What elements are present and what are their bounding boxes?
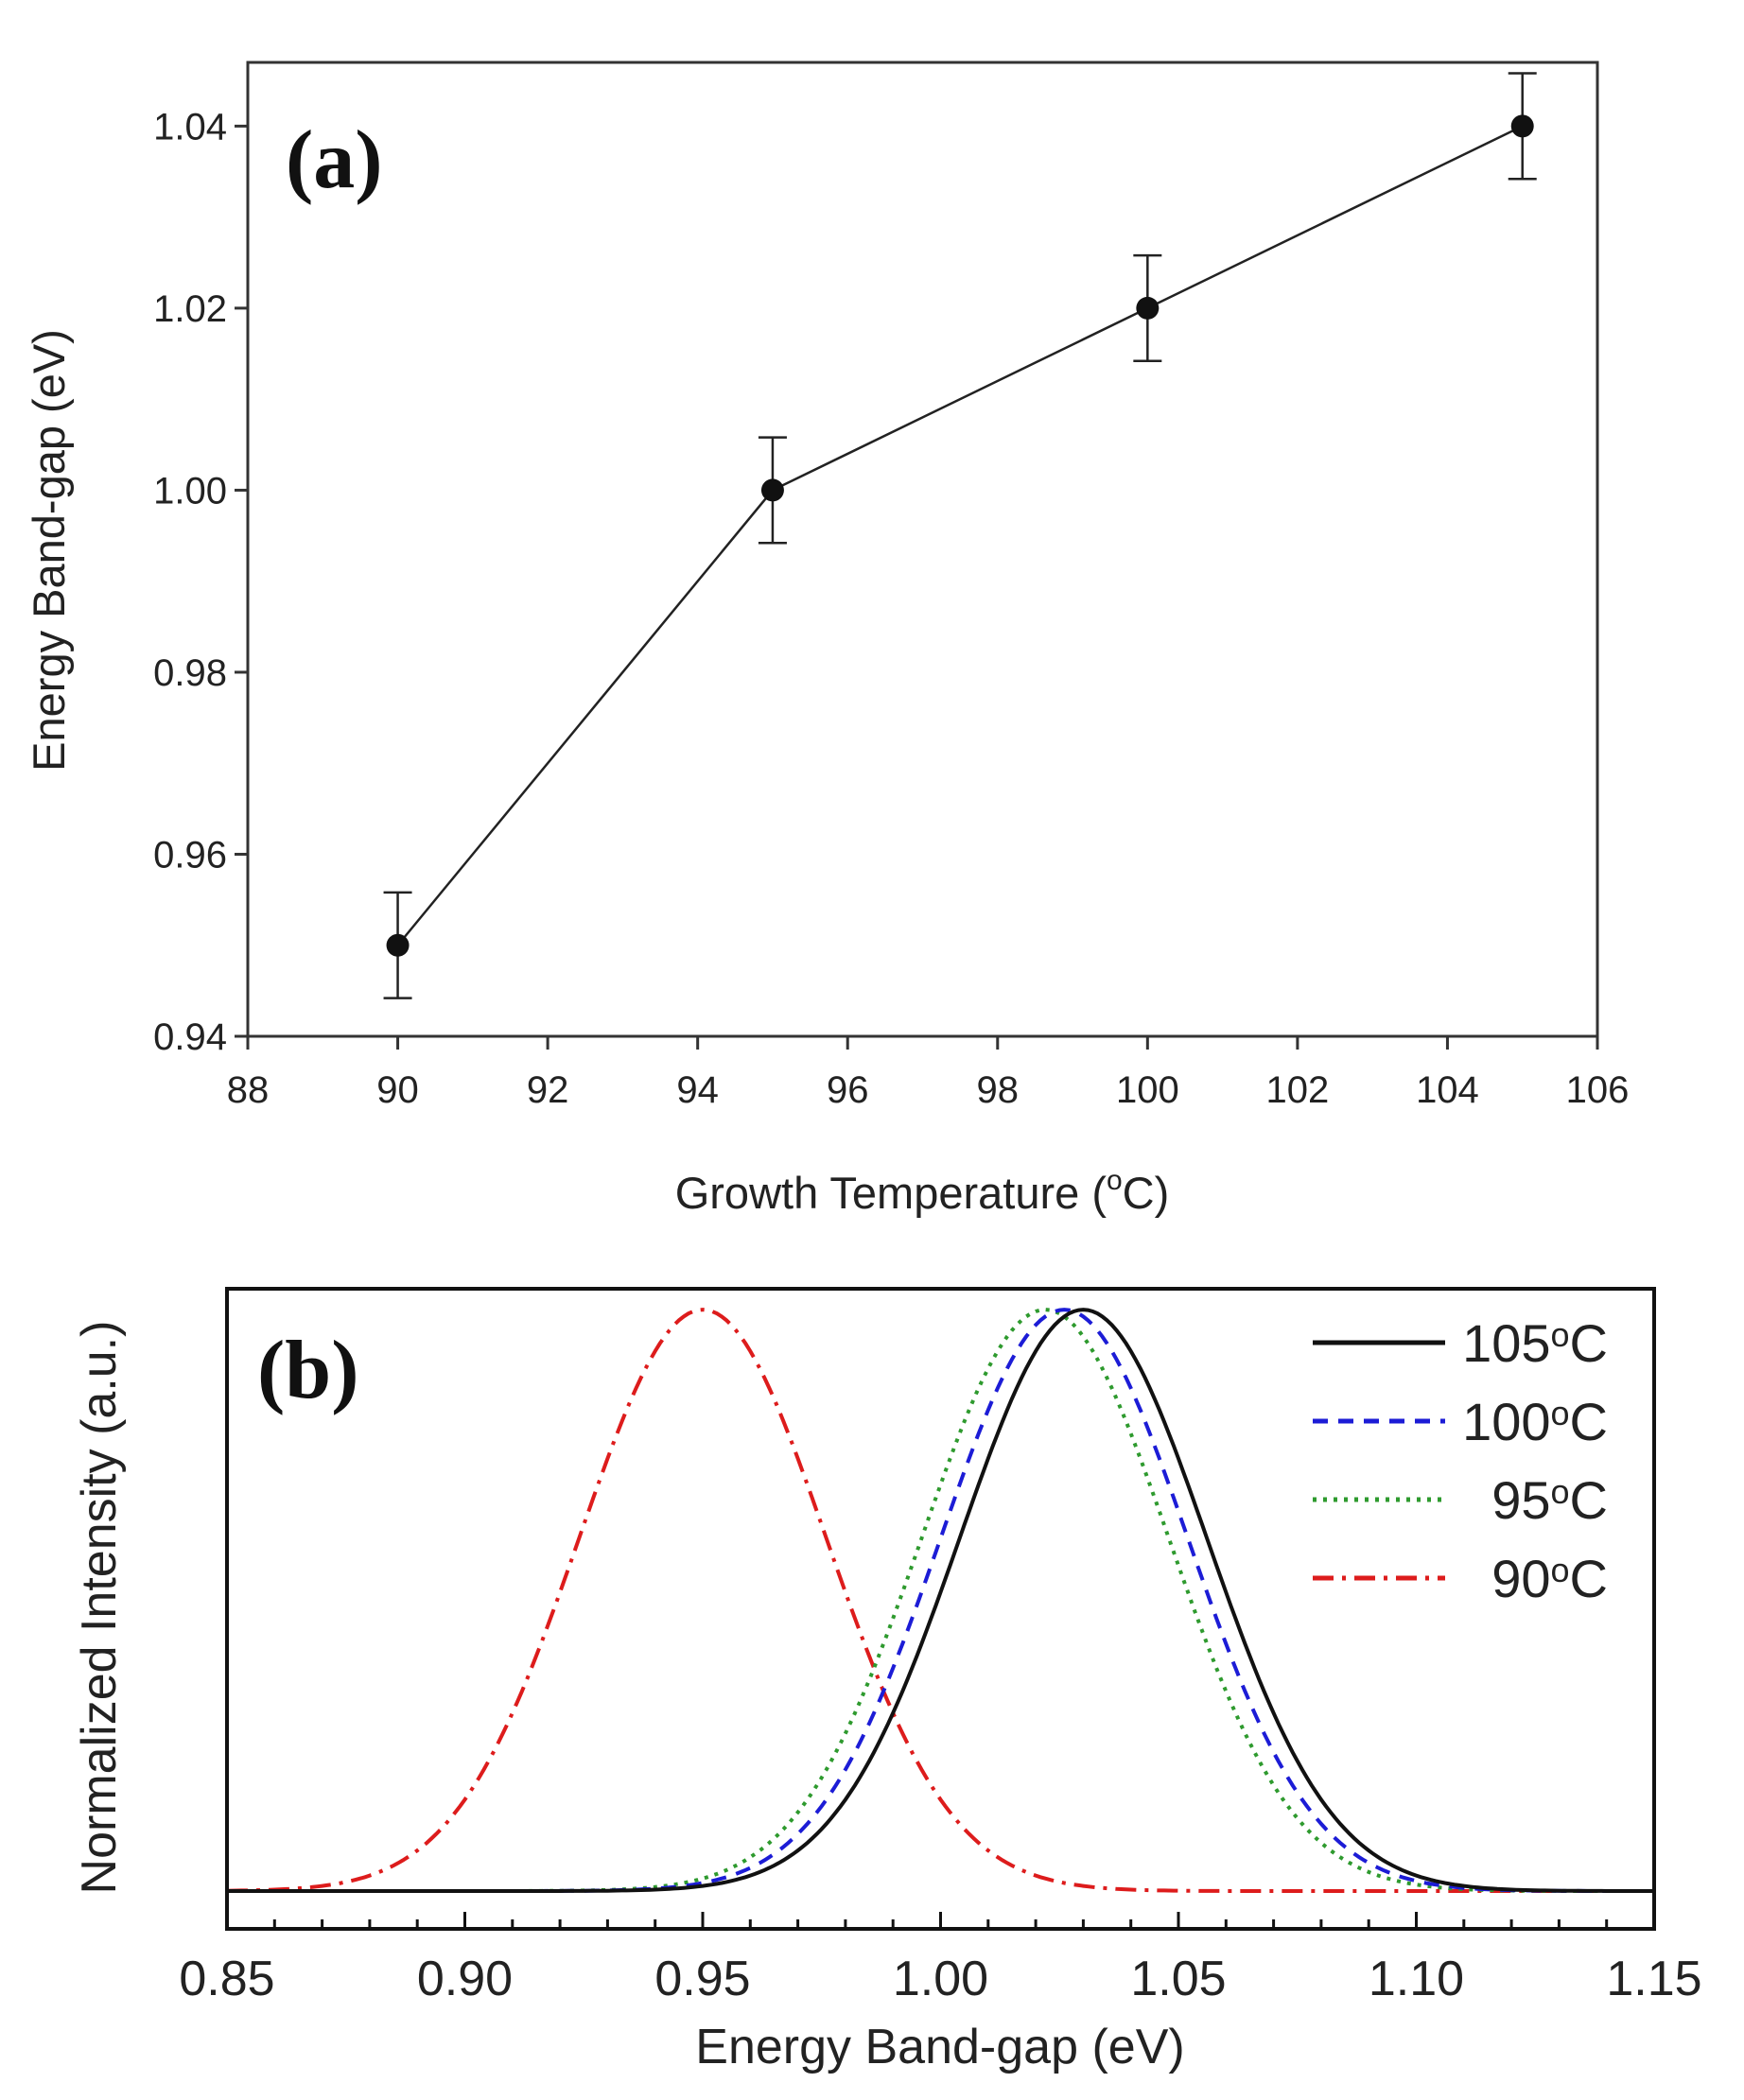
panel-b-plot-frame	[225, 1287, 1656, 1931]
panel-b-x-axis-title: Energy Band-gap (eV)	[695, 2020, 1184, 2074]
panel-b-legend-degree: o	[1551, 1394, 1570, 1432]
panel-a-y-tick-label: 1.02	[153, 288, 227, 330]
panel-b-legend-degree: o	[1551, 1551, 1570, 1589]
panel-a-data-line	[396, 125, 1524, 946]
panel-b-legend-label-95: 95oC	[1491, 1470, 1608, 1530]
panel-b-legend-degree: o	[1551, 1472, 1570, 1511]
panel-a-chart: 0.94 0.96 0.98 1.00 1.02 1.04 88 90 92 94 96 98 100…	[24, 61, 1630, 1218]
panel-a-x-tick-label: 90	[376, 1069, 419, 1111]
panel-a-x-tick-label: 104	[1416, 1069, 1479, 1111]
panel-b-x-tick-label: 0.95	[654, 1952, 750, 2006]
panel-a-plot-frame	[246, 61, 1599, 1038]
panel-a-y-tick-label: 1.00	[153, 470, 227, 512]
panel-b-x-tick-label: 0.90	[417, 1952, 513, 2006]
panel-b-legend-label-90: 90oC	[1491, 1549, 1608, 1608]
panel-a-x-tick-label: 102	[1266, 1069, 1330, 1111]
panel-b-legend-value: 100	[1462, 1392, 1550, 1451]
panel-b-x-tick-label: 1.05	[1130, 1952, 1226, 2006]
panel-a-data-point	[760, 478, 784, 502]
panel-b-x-tick-label: 1.15	[1606, 1952, 1701, 2006]
panel-a-y-axis: 0.94 0.96 0.98 1.00 1.02 1.04	[153, 106, 248, 1058]
panel-b-x-tick-label: 1.10	[1369, 1952, 1464, 2006]
panel-a-x-tick-label: 88	[227, 1069, 270, 1111]
panel-a-y-tick-label: 0.94	[153, 1016, 227, 1058]
panel-a-x-axis-title: Growth Temperature (oC)	[675, 1165, 1170, 1218]
panel-b-legend-value: 95	[1491, 1470, 1550, 1530]
panel-b-curve-90	[226, 1308, 1654, 1893]
panel-a-series	[383, 72, 1537, 999]
panel-a-x-tick-label: 100	[1116, 1069, 1179, 1111]
panel-a-x-axis: 88 90 92 94 96 98 100 102 104 106	[227, 1036, 1630, 1111]
panel-a-data-point	[386, 933, 410, 957]
panel-b-legend-unit: C	[1570, 1313, 1608, 1373]
panel-a-x-tick-label: 96	[827, 1069, 869, 1111]
panel-a-x-tick-label: 94	[676, 1069, 719, 1111]
panel-a-x-tick-label: 92	[527, 1069, 569, 1111]
panel-a-x-title-main: Growth Temperature (	[675, 1168, 1107, 1218]
panel-b-legend-unit: C	[1570, 1392, 1608, 1451]
panel-b-legend-value: 105	[1462, 1313, 1550, 1373]
panel-b-curve-95	[227, 1308, 1654, 1893]
panel-b-chart: 0.85 0.90 0.95 1.00 1.05 1.10 1.15 (b) Normali…	[72, 1287, 1702, 2074]
panel-b-series	[226, 1308, 1654, 1893]
panel-b-x-axis: 0.85 0.90 0.95 1.00 1.05 1.10 1.15	[179, 1912, 1702, 2006]
panel-b-legend-label-105: 105oC	[1462, 1313, 1608, 1373]
panel-a-x-tick-label: 98	[977, 1069, 1020, 1111]
panel-a-y-tick-label: 1.04	[153, 106, 227, 148]
panel-a-y-tick-label: 0.98	[153, 652, 227, 694]
panel-a-data-point	[1510, 114, 1534, 138]
panel-b-curve-105	[227, 1308, 1654, 1893]
panel-b-legend-label-100: 100oC	[1462, 1392, 1608, 1451]
panel-b-legend-value: 90	[1491, 1549, 1550, 1608]
panel-b-x-tick-label: 0.85	[179, 1952, 274, 2006]
panel-b-legend-unit: C	[1570, 1549, 1608, 1608]
panel-a-y-axis-title: Energy Band-gap (eV)	[24, 329, 74, 772]
panel-b-label: (b)	[257, 1325, 359, 1416]
panel-a-x-title-unit: C)	[1123, 1168, 1170, 1218]
panel-a-x-tick-label: 106	[1566, 1069, 1630, 1111]
panel-b-x-tick-label: 1.00	[893, 1952, 988, 2006]
panel-a-label: (a)	[286, 114, 383, 206]
panel-a-y-tick-label: 0.96	[153, 834, 227, 876]
panel-b-curve-100	[227, 1308, 1654, 1893]
panel-a-data-point	[1136, 296, 1160, 320]
panel-b-y-axis-title: Normalized Intensity (a.u.)	[72, 1321, 127, 1895]
panel-b-legend-unit: C	[1570, 1470, 1608, 1530]
panel-b-legend-degree: o	[1551, 1315, 1570, 1354]
panel-a-x-title-degree: o	[1107, 1165, 1123, 1196]
